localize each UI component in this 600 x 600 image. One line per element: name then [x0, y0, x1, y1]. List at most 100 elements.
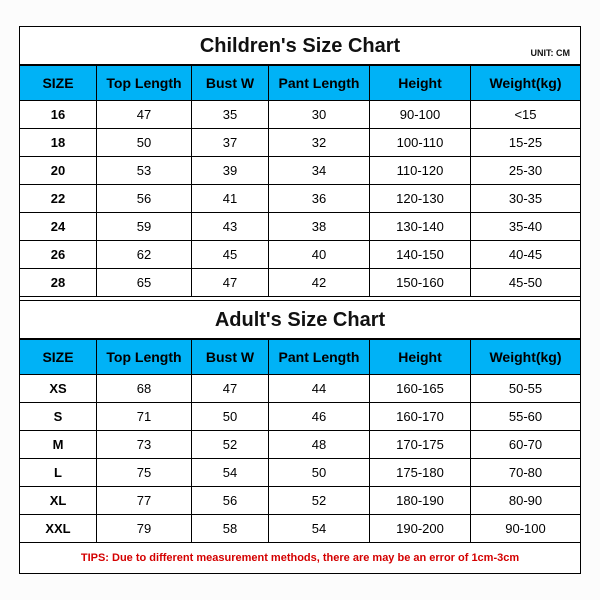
table-cell: 30-35: [471, 185, 580, 213]
col-top-length: Top Length: [97, 340, 192, 375]
table-cell: 35-40: [471, 213, 580, 241]
table-cell: 28: [20, 269, 97, 297]
table-cell: 90-100: [471, 515, 580, 543]
table-cell: 120-130: [370, 185, 471, 213]
table-cell: 50: [269, 459, 370, 487]
table-cell: 40: [269, 241, 370, 269]
table-cell: 100-110: [370, 129, 471, 157]
table-cell: 71: [97, 403, 192, 431]
table-cell: 50-55: [471, 375, 580, 403]
table-row: 1647353090-100<15: [20, 101, 580, 129]
table-cell: 175-180: [370, 459, 471, 487]
table-cell: 41: [192, 185, 269, 213]
table-cell: 45: [192, 241, 269, 269]
table-cell: 18: [20, 129, 97, 157]
table-cell: 50: [192, 403, 269, 431]
table-cell: 47: [192, 375, 269, 403]
table-row: 18503732100-11015-25: [20, 129, 580, 157]
table-cell: 34: [269, 157, 370, 185]
table-cell: 52: [192, 431, 269, 459]
table-cell: 47: [192, 269, 269, 297]
table-row: 28654742150-16045-50: [20, 269, 580, 297]
children-rows: 1647353090-100<1518503732100-11015-25205…: [20, 101, 580, 297]
table-cell: 58: [192, 515, 269, 543]
table-cell: 43: [192, 213, 269, 241]
table-cell: XL: [20, 487, 97, 515]
adult-title-row: Adult's Size Chart: [20, 300, 580, 339]
table-cell: 24: [20, 213, 97, 241]
table-cell: 68: [97, 375, 192, 403]
table-row: L755450175-18070-80: [20, 459, 580, 487]
table-cell: 80-90: [471, 487, 580, 515]
table-cell: L: [20, 459, 97, 487]
col-weight: Weight(kg): [471, 66, 580, 101]
table-cell: 180-190: [370, 487, 471, 515]
table-row: 24594338130-14035-40: [20, 213, 580, 241]
table-cell: 79: [97, 515, 192, 543]
children-title-row: Children's Size Chart UNIT: CM: [20, 27, 580, 65]
table-cell: 16: [20, 101, 97, 129]
table-cell: 37: [192, 129, 269, 157]
unit-label: UNIT: CM: [531, 48, 571, 58]
table-cell: 38: [269, 213, 370, 241]
tips-text: TIPS: Due to different measurement metho…: [20, 543, 580, 573]
table-cell: 53: [97, 157, 192, 185]
table-cell: 90-100: [370, 101, 471, 129]
table-cell: 70-80: [471, 459, 580, 487]
table-row: M735248170-17560-70: [20, 431, 580, 459]
adult-rows: XS684744160-16550-55S715046160-17055-60M…: [20, 375, 580, 543]
table-cell: 15-25: [471, 129, 580, 157]
table-row: XL775652180-19080-90: [20, 487, 580, 515]
table-cell: 59: [97, 213, 192, 241]
table-cell: 32: [269, 129, 370, 157]
table-cell: 77: [97, 487, 192, 515]
children-title: Children's Size Chart: [200, 35, 400, 58]
table-cell: 48: [269, 431, 370, 459]
col-top-length: Top Length: [97, 66, 192, 101]
table-row: 20533934110-12025-30: [20, 157, 580, 185]
size-chart-sheet: Children's Size Chart UNIT: CM SIZE Top …: [19, 26, 581, 574]
table-cell: 75: [97, 459, 192, 487]
table-cell: 190-200: [370, 515, 471, 543]
table-cell: 54: [192, 459, 269, 487]
table-row: 22564136120-13030-35: [20, 185, 580, 213]
table-cell: 150-160: [370, 269, 471, 297]
col-bust-w: Bust W: [192, 340, 269, 375]
col-pant-length: Pant Length: [269, 340, 370, 375]
table-cell: 35: [192, 101, 269, 129]
col-size: SIZE: [20, 340, 97, 375]
table-cell: 55-60: [471, 403, 580, 431]
table-cell: 50: [97, 129, 192, 157]
col-height: Height: [370, 66, 471, 101]
table-row: XXL795854190-20090-100: [20, 515, 580, 543]
table-cell: 44: [269, 375, 370, 403]
table-cell: 52: [269, 487, 370, 515]
table-row: 26624540140-15040-45: [20, 241, 580, 269]
table-cell: 40-45: [471, 241, 580, 269]
table-cell: M: [20, 431, 97, 459]
table-cell: 160-170: [370, 403, 471, 431]
table-cell: XS: [20, 375, 97, 403]
table-cell: <15: [471, 101, 580, 129]
table-cell: 56: [192, 487, 269, 515]
table-cell: XXL: [20, 515, 97, 543]
col-weight: Weight(kg): [471, 340, 580, 375]
table-cell: 22: [20, 185, 97, 213]
col-bust-w: Bust W: [192, 66, 269, 101]
table-cell: 62: [97, 241, 192, 269]
table-cell: 110-120: [370, 157, 471, 185]
table-cell: 65: [97, 269, 192, 297]
table-cell: 73: [97, 431, 192, 459]
col-pant-length: Pant Length: [269, 66, 370, 101]
col-size: SIZE: [20, 66, 97, 101]
table-cell: 56: [97, 185, 192, 213]
table-row: S715046160-17055-60: [20, 403, 580, 431]
table-cell: 42: [269, 269, 370, 297]
table-cell: 30: [269, 101, 370, 129]
table-cell: 39: [192, 157, 269, 185]
table-row: XS684744160-16550-55: [20, 375, 580, 403]
table-cell: 160-165: [370, 375, 471, 403]
table-cell: 25-30: [471, 157, 580, 185]
col-height: Height: [370, 340, 471, 375]
table-cell: 26: [20, 241, 97, 269]
